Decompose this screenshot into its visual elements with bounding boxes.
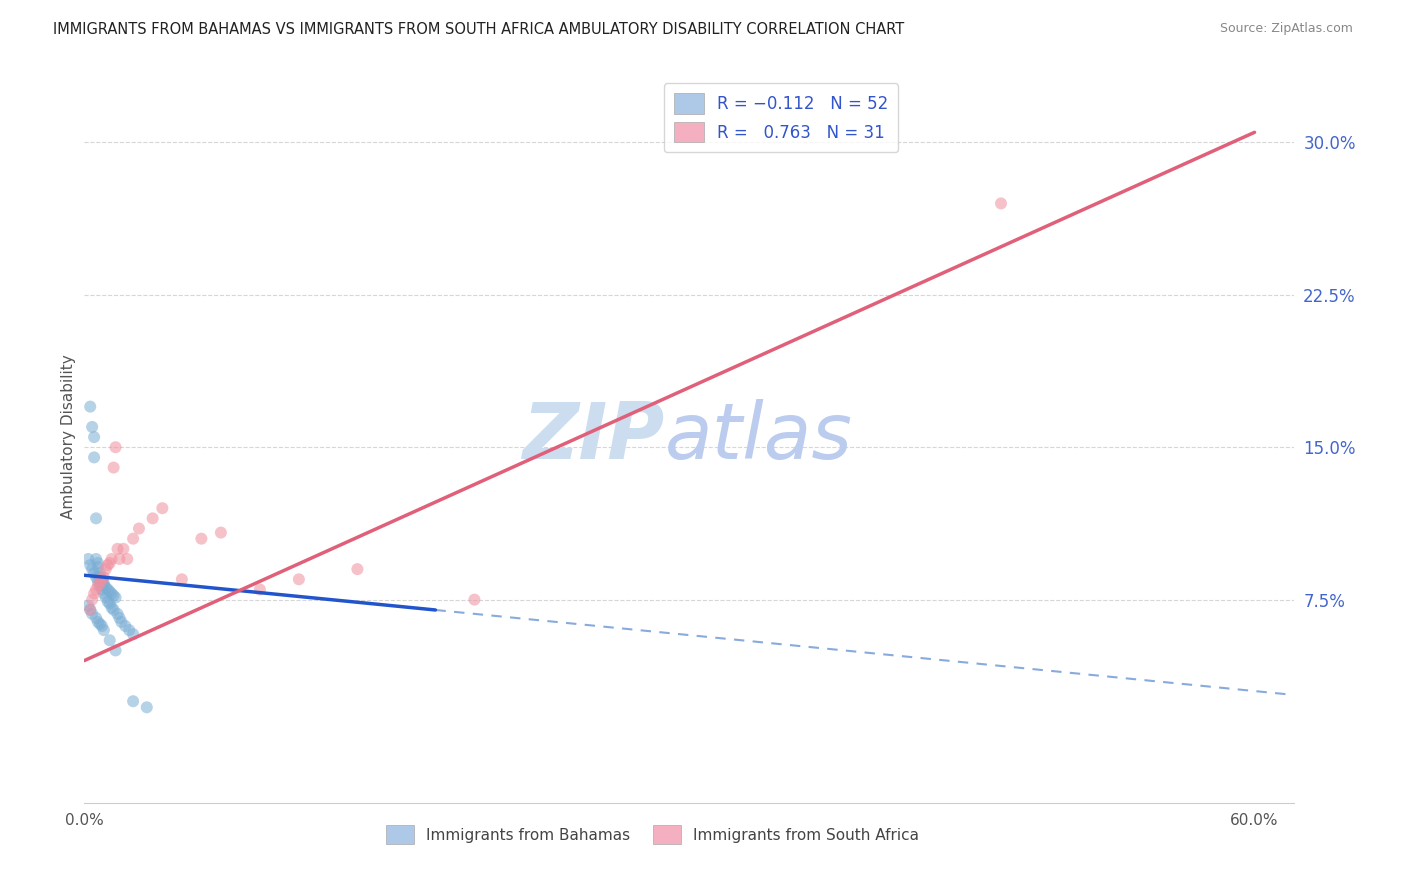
Point (93, 570, 115, 584)
Point (98, 633, 121, 648)
Text: ZIP: ZIP (523, 399, 665, 475)
Point (89, 576, 111, 591)
Point (83, 450, 105, 465)
Point (463, 592, 485, 607)
Point (82, 607, 104, 621)
Point (87, 615, 110, 629)
Point (103, 589, 125, 603)
Point (128, 521, 150, 535)
Text: IMMIGRANTS FROM BAHAMAS VS IMMIGRANTS FROM SOUTH AFRICA AMBULATORY DISABILITY CO: IMMIGRANTS FROM BAHAMAS VS IMMIGRANTS FR… (53, 22, 904, 37)
Legend: Immigrants from Bahamas, Immigrants from South Africa: Immigrants from Bahamas, Immigrants from… (380, 819, 925, 850)
Point (114, 619, 136, 633)
Point (122, 532, 145, 546)
Point (98, 597, 121, 611)
Point (117, 552, 139, 566)
Point (104, 591, 127, 605)
Point (90, 572, 112, 586)
Point (83, 566, 105, 581)
Point (100, 552, 122, 566)
Point (84, 552, 107, 566)
Point (90, 572, 112, 586)
Point (122, 627, 145, 641)
Point (77, 599, 100, 613)
Point (107, 541, 129, 556)
Point (84, 570, 107, 584)
Point (103, 460, 125, 475)
Point (93, 576, 115, 591)
Point (93, 623, 115, 637)
Point (94, 562, 117, 576)
Point (150, 501, 173, 516)
Point (79, 558, 101, 573)
Point (84, 611, 107, 625)
Point (107, 607, 129, 621)
Point (93, 586, 115, 600)
Point (142, 511, 165, 525)
Point (100, 586, 122, 600)
Point (104, 440, 127, 454)
Point (98, 584, 121, 599)
Point (84, 511, 107, 525)
Point (93, 578, 115, 592)
Point (97, 558, 120, 573)
Point (135, 700, 157, 714)
Point (87, 560, 110, 574)
Point (97, 595, 120, 609)
Point (122, 694, 145, 708)
Point (79, 400, 101, 414)
Point (87, 556, 110, 570)
Point (209, 525, 232, 540)
Point (82, 420, 104, 434)
Point (82, 562, 104, 576)
Point (112, 541, 135, 556)
Point (190, 532, 212, 546)
Text: Source: ZipAtlas.com: Source: ZipAtlas.com (1219, 22, 1353, 36)
Point (90, 619, 112, 633)
Point (84, 582, 107, 597)
Point (100, 600, 122, 615)
Point (170, 572, 193, 586)
Y-axis label: Ambulatory Disability: Ambulatory Disability (60, 355, 76, 519)
Point (90, 582, 112, 597)
Text: atlas: atlas (665, 399, 852, 475)
Point (90, 574, 112, 589)
Point (79, 603, 101, 617)
Point (98, 556, 121, 570)
Point (77, 552, 100, 566)
Point (94, 591, 117, 605)
Point (83, 586, 105, 600)
Point (103, 603, 125, 617)
Point (110, 615, 132, 629)
Point (94, 581, 117, 595)
Point (108, 552, 131, 566)
Point (89, 566, 111, 581)
Point (89, 578, 111, 592)
Point (89, 617, 111, 632)
Point (346, 562, 368, 576)
Point (104, 643, 127, 657)
Point (83, 430, 105, 444)
Point (79, 603, 101, 617)
Point (288, 572, 311, 586)
Point (87, 574, 110, 589)
Point (990, 196, 1012, 211)
Point (97, 582, 120, 597)
Point (118, 623, 141, 637)
Point (82, 592, 104, 607)
Point (87, 578, 110, 592)
Point (108, 611, 131, 625)
Point (249, 582, 271, 597)
Point (89, 570, 111, 584)
